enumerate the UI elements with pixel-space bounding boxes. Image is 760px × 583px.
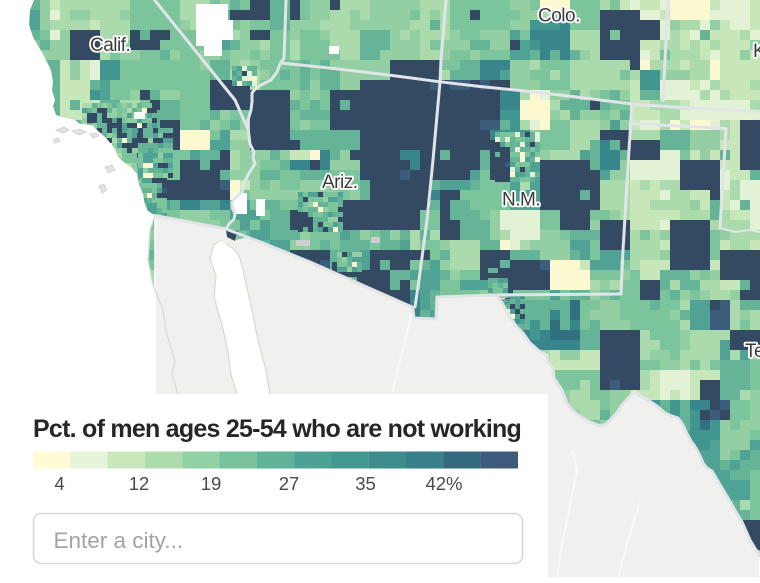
svg-text:N.M.: N.M. bbox=[502, 190, 540, 211]
svg-text:27: 27 bbox=[279, 473, 300, 494]
svg-text:12: 12 bbox=[129, 473, 150, 494]
svg-text:35: 35 bbox=[355, 473, 376, 494]
svg-text:Kan.: Kan. bbox=[753, 41, 760, 62]
svg-text:42%: 42% bbox=[425, 473, 462, 494]
svg-text:Calif.: Calif. bbox=[90, 35, 130, 56]
svg-text:Texas: Texas bbox=[745, 341, 760, 362]
svg-text:4: 4 bbox=[54, 473, 64, 494]
svg-text:Pct. of men ages 25-54 who are: Pct. of men ages 25-54 who are not worki… bbox=[33, 415, 521, 443]
svg-text:19: 19 bbox=[201, 473, 222, 494]
svg-text:Enter a city...: Enter a city... bbox=[54, 528, 184, 553]
svg-text:Colo.: Colo. bbox=[538, 6, 580, 27]
svg-text:Ariz.: Ariz. bbox=[322, 172, 358, 193]
